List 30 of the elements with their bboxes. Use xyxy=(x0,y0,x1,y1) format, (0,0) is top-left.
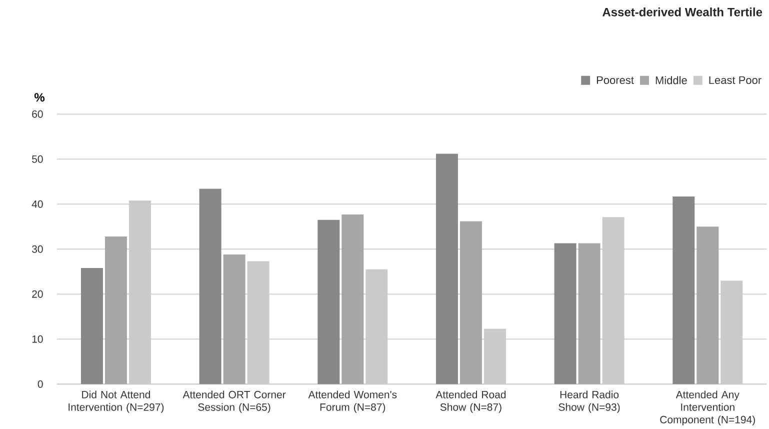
legend-title: Asset-derived Wealth Tertile xyxy=(602,8,762,16)
legend-label: Poorest xyxy=(596,76,634,84)
bar xyxy=(80,268,103,384)
bar xyxy=(672,196,695,384)
bar xyxy=(223,254,246,384)
bar xyxy=(318,220,340,384)
bar xyxy=(578,243,600,384)
y-tick-label: 40 xyxy=(32,200,43,208)
y-tick-label: 50 xyxy=(32,156,43,163)
y-tick-label: 60 xyxy=(32,110,43,118)
bar xyxy=(436,154,458,384)
x-tick-label: Did Not Attend Intervention (N=297) xyxy=(68,390,164,414)
x-tick-label: Attended Any Intervention Component (N=194) xyxy=(660,390,755,426)
y-tick-label: 20 xyxy=(32,290,43,298)
bar xyxy=(554,243,576,384)
bar xyxy=(104,236,127,384)
x-tick-label: Attended ORT Corner Session (N=65) xyxy=(182,390,286,414)
legend-label: Least Poor xyxy=(709,76,762,84)
y-axis-title: % xyxy=(34,93,45,102)
y-tick-label: 30 xyxy=(32,246,43,253)
x-tick-label: Attended Women's Forum (N=87) xyxy=(308,390,397,414)
x-tick-label: Attended Road Show (N=87) xyxy=(436,390,506,414)
bar xyxy=(460,221,482,384)
bar xyxy=(342,214,364,384)
y-tick-label: 10 xyxy=(32,336,43,343)
y-tick-label: 0 xyxy=(38,380,43,388)
bar xyxy=(696,226,719,384)
bar xyxy=(199,188,222,384)
legend-label: Middle xyxy=(656,76,687,84)
x-tick-label: Heard Radio Show (N=93) xyxy=(558,390,620,414)
